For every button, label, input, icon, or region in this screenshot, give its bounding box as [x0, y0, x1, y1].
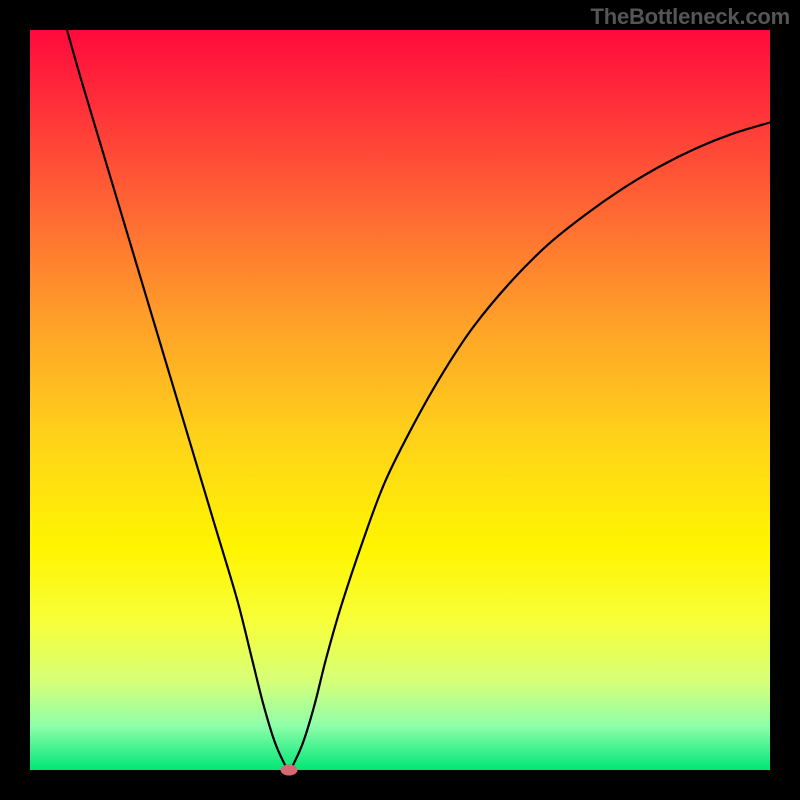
optimal-point-marker: [281, 765, 297, 775]
bottleneck-chart: [0, 0, 800, 800]
watermark-label: TheBottleneck.com: [590, 4, 790, 30]
chart-frame: TheBottleneck.com: [0, 0, 800, 800]
plot-background: [30, 30, 770, 770]
